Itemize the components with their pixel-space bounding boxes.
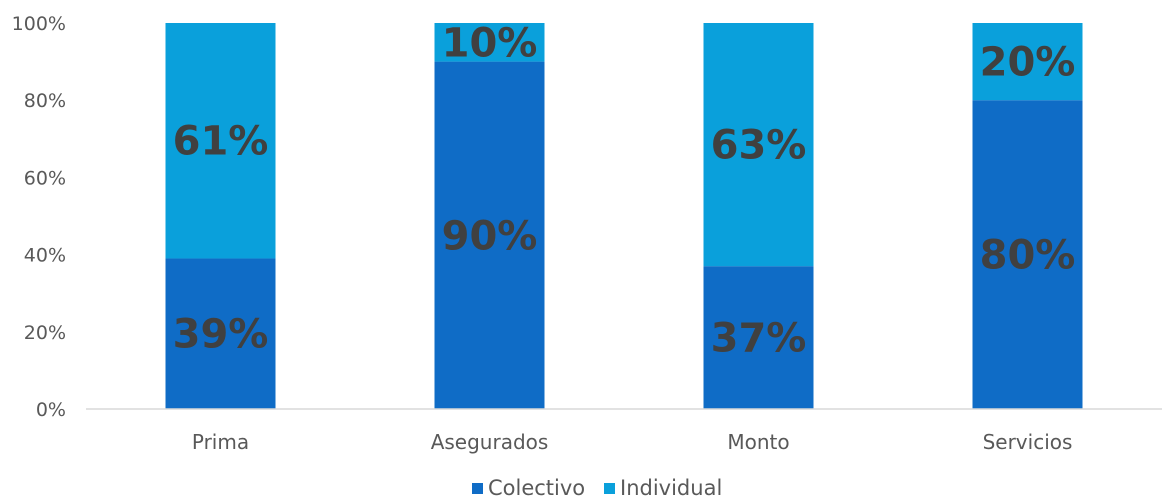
data-label: 39%: [173, 312, 269, 358]
data-label: 37%: [711, 316, 807, 362]
y-tick-label: 100%: [12, 13, 66, 35]
bar-colectivo-asegurados: [434, 61, 545, 409]
y-tick-label: 60%: [24, 167, 66, 189]
x-category-label: Prima: [192, 430, 249, 454]
data-label: 10%: [442, 20, 538, 66]
x-category-label: Servicios: [983, 430, 1073, 454]
data-label: 63%: [711, 123, 807, 169]
bar-colectivo-monto: [703, 266, 814, 409]
data-label: 80%: [980, 233, 1076, 279]
legend: Colectivo Individual: [472, 476, 722, 500]
legend-swatch-individual: [604, 483, 615, 494]
legend-label-individual: Individual: [620, 476, 722, 500]
x-category-label: Asegurados: [431, 430, 549, 454]
bar-individual-monto: [703, 23, 814, 267]
bar-colectivo-prima: [165, 258, 276, 409]
data-label: 90%: [442, 213, 538, 259]
bar-colectivo-servicios: [972, 100, 1083, 409]
bar-individual-prima: [165, 23, 276, 259]
data-label: 20%: [980, 40, 1076, 86]
bar-individual-servicios: [972, 23, 1083, 101]
y-tick-label: 40%: [24, 245, 66, 267]
x-category-label: Monto: [727, 430, 789, 454]
data-label: 61%: [173, 119, 269, 165]
legend-label-colectivo: Colectivo: [488, 476, 585, 500]
category-labels: Prima Asegurados Monto Servicios: [192, 430, 1073, 454]
y-tick-label: 20%: [24, 322, 66, 344]
y-tick-label: 0%: [36, 399, 66, 421]
y-axis-ticks: 0% 20% 40% 60% 80% 100%: [12, 13, 66, 421]
bar-individual-asegurados: [434, 23, 545, 62]
y-tick-label: 80%: [24, 90, 66, 112]
legend-swatch-colectivo: [472, 483, 483, 494]
bars: 39% 61% 90% 10% 37% 63% 80% 20%: [165, 20, 1083, 409]
